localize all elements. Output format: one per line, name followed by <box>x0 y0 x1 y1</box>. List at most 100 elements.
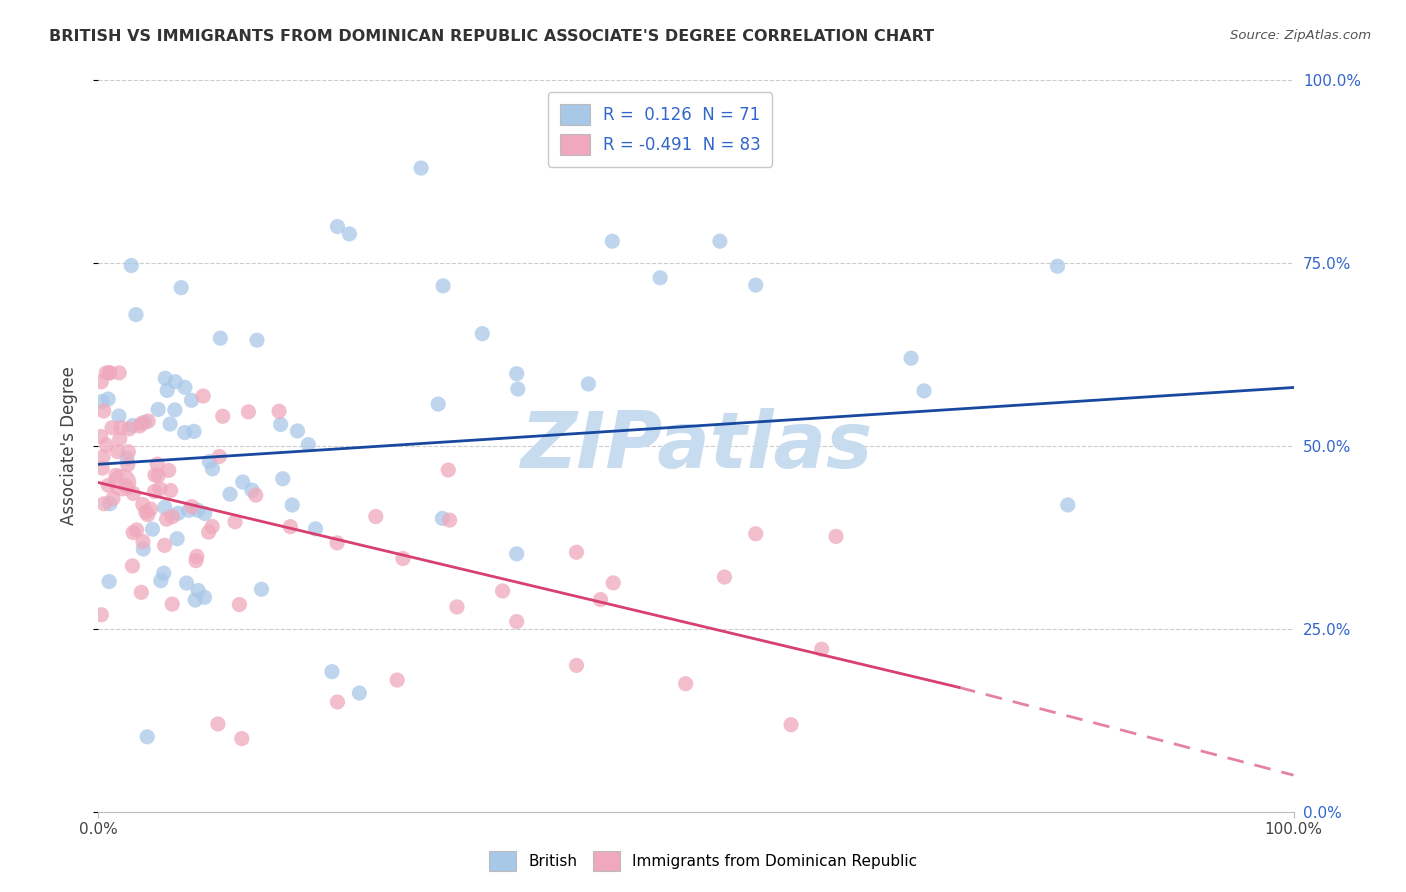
Point <box>108 409 131 423</box>
Point <box>117 458 139 472</box>
Point <box>270 417 292 432</box>
Point <box>576 376 599 391</box>
Point <box>392 551 415 566</box>
Point <box>108 432 131 446</box>
Point <box>128 418 150 433</box>
Point <box>97 478 120 492</box>
Point <box>201 462 224 476</box>
Point <box>98 497 121 511</box>
Point <box>155 371 177 385</box>
Point <box>105 444 128 458</box>
Legend: R =  0.126  N = 71, R = -0.491  N = 83: R = 0.126 N = 71, R = -0.491 N = 83 <box>548 92 772 167</box>
Point <box>349 686 371 700</box>
Point <box>91 450 114 464</box>
Point <box>506 547 529 561</box>
Point <box>304 522 326 536</box>
Point <box>650 270 672 285</box>
Point <box>174 380 197 394</box>
Point <box>780 717 803 731</box>
Point <box>565 658 588 673</box>
Y-axis label: Associate's Degree: Associate's Degree <box>59 367 77 525</box>
Point <box>110 420 132 434</box>
Point <box>238 405 260 419</box>
Point <box>101 420 124 434</box>
Point <box>201 519 224 533</box>
Point <box>170 280 193 294</box>
Point <box>176 576 198 591</box>
Point <box>159 417 181 431</box>
Point <box>211 409 233 424</box>
Point <box>184 593 207 607</box>
Point <box>153 500 176 515</box>
Point <box>90 607 112 622</box>
Point <box>339 227 361 241</box>
Point <box>131 417 153 431</box>
Point <box>506 367 529 381</box>
Point <box>602 575 624 590</box>
Point <box>134 415 156 429</box>
Point <box>136 508 159 522</box>
Point <box>166 532 188 546</box>
Point <box>96 438 118 452</box>
Point <box>122 486 145 500</box>
Point <box>900 351 922 366</box>
Point <box>165 375 187 389</box>
Point <box>98 574 121 589</box>
Point <box>186 549 208 564</box>
Point <box>97 392 120 406</box>
Point <box>446 599 468 614</box>
Point <box>198 454 221 468</box>
Point <box>267 404 290 418</box>
Point <box>148 402 170 417</box>
Point <box>589 592 612 607</box>
Point <box>427 397 450 411</box>
Point <box>141 522 163 536</box>
Point <box>191 389 214 403</box>
Point <box>122 525 145 540</box>
Point <box>173 425 195 440</box>
Point <box>506 615 529 629</box>
Point <box>250 582 273 597</box>
Point <box>491 584 513 599</box>
Point <box>281 498 304 512</box>
Point <box>675 676 697 690</box>
Point <box>146 457 169 471</box>
Point <box>439 513 461 527</box>
Point <box>326 536 349 550</box>
Point <box>120 259 142 273</box>
Point <box>121 558 143 573</box>
Point <box>180 500 202 514</box>
Point <box>326 219 349 234</box>
Point <box>187 583 209 598</box>
Point <box>810 642 832 657</box>
Point <box>187 503 209 517</box>
Point <box>131 585 153 599</box>
Point <box>912 384 935 398</box>
Point <box>207 717 229 731</box>
Point <box>157 463 180 477</box>
Point <box>121 418 143 433</box>
Point <box>1046 259 1069 273</box>
Legend: British, Immigrants from Dominican Republic: British, Immigrants from Dominican Repub… <box>482 846 924 877</box>
Point <box>224 515 246 529</box>
Point <box>240 483 263 498</box>
Point <box>115 478 138 492</box>
Point <box>143 484 166 499</box>
Point <box>90 375 112 389</box>
Point <box>148 468 170 483</box>
Point <box>709 234 731 248</box>
Point <box>167 506 190 520</box>
Point <box>125 308 148 322</box>
Point <box>246 333 269 347</box>
Point <box>321 665 343 679</box>
Point <box>91 394 114 409</box>
Text: ZIPatlas: ZIPatlas <box>520 408 872 484</box>
Point <box>98 366 121 380</box>
Point <box>364 509 387 524</box>
Point <box>745 526 768 541</box>
Point <box>432 511 454 525</box>
Point <box>111 475 134 490</box>
Point <box>156 384 179 398</box>
Point <box>197 525 219 540</box>
Point <box>136 730 159 744</box>
